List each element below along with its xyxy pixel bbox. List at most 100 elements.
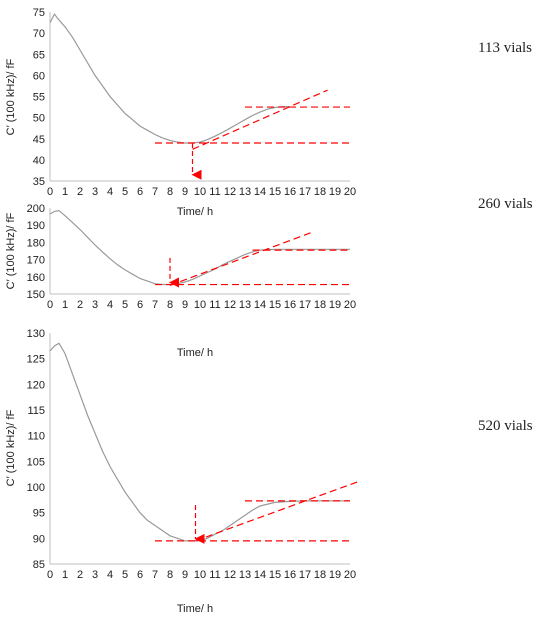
y-tick-label: 105 bbox=[27, 456, 45, 468]
panel-label: 260 vials bbox=[478, 196, 533, 212]
x-tick-label: 13 bbox=[239, 569, 251, 581]
x-tick-label: 5 bbox=[122, 299, 128, 311]
x-axis-label: Time/ h bbox=[177, 206, 213, 218]
y-tick-label: 75 bbox=[33, 7, 45, 19]
x-tick-label: 2 bbox=[77, 186, 83, 198]
x-tick-label: 0 bbox=[47, 569, 53, 581]
x-tick-label: 4 bbox=[107, 299, 113, 311]
y-tick-label: 90 bbox=[33, 533, 45, 545]
x-tick-label: 18 bbox=[314, 299, 326, 311]
x-axis-label: Time/ h bbox=[177, 603, 213, 615]
x-tick-label: 7 bbox=[152, 569, 158, 581]
x-tick-label: 10 bbox=[194, 299, 206, 311]
panel-label: 520 vials bbox=[478, 418, 533, 434]
y-tick-label: 95 bbox=[33, 508, 45, 520]
x-tick-label: 18 bbox=[314, 569, 326, 581]
data-series-line bbox=[49, 12, 290, 144]
y-tick-label: 100 bbox=[27, 482, 45, 494]
x-tick-label: 3 bbox=[92, 569, 98, 581]
x-tick-label: 15 bbox=[269, 186, 281, 198]
y-tick-label: 170 bbox=[27, 255, 45, 267]
x-tick-label: 1 bbox=[62, 569, 68, 581]
x-tick-label: 8 bbox=[167, 299, 173, 311]
x-tick-label: 20 bbox=[344, 299, 356, 311]
y-axis-label: C′ (100 kHz)/ fF bbox=[5, 58, 17, 135]
panel-label: 113 vials bbox=[478, 40, 532, 56]
tangent-line bbox=[192, 89, 328, 150]
tangent-line bbox=[195, 481, 358, 542]
y-tick-label: 150 bbox=[27, 289, 45, 301]
y-tick-label: 45 bbox=[33, 134, 45, 146]
x-tick-label: 1 bbox=[62, 186, 68, 198]
x-tick-label: 7 bbox=[152, 299, 158, 311]
y-axis-label: C′ (100 kHz)/ fF bbox=[5, 212, 17, 289]
y-axis-label: C′ (100 kHz)/ fF bbox=[5, 409, 17, 486]
tangent-line bbox=[169, 231, 313, 286]
y-tick-label: 120 bbox=[27, 379, 45, 391]
x-tick-label: 17 bbox=[299, 569, 311, 581]
x-tick-label: 14 bbox=[254, 299, 266, 311]
y-tick-label: 130 bbox=[27, 328, 45, 340]
x-tick-label: 6 bbox=[137, 299, 143, 311]
x-tick-label: 4 bbox=[107, 569, 113, 581]
x-tick-label: 6 bbox=[137, 186, 143, 198]
x-tick-label: 11 bbox=[209, 299, 220, 311]
x-tick-label: 12 bbox=[224, 186, 236, 198]
x-tick-label: 20 bbox=[344, 569, 356, 581]
x-tick-label: 18 bbox=[314, 186, 326, 198]
x-tick-label: 12 bbox=[224, 569, 236, 581]
y-tick-label: 200 bbox=[27, 203, 45, 215]
x-tick-label: 2 bbox=[77, 569, 83, 581]
x-tick-label: 14 bbox=[254, 186, 266, 198]
x-tick-label: 16 bbox=[284, 186, 296, 198]
y-tick-label: 190 bbox=[27, 220, 45, 232]
x-tick-label: 3 bbox=[92, 299, 98, 311]
x-tick-label: 16 bbox=[284, 569, 296, 581]
x-tick-label: 8 bbox=[167, 186, 173, 198]
y-tick-label: 160 bbox=[27, 272, 45, 284]
x-tick-label: 10 bbox=[194, 186, 206, 198]
y-tick-label: 55 bbox=[33, 92, 45, 104]
x-tick-label: 16 bbox=[284, 299, 296, 311]
x-tick-label: 4 bbox=[107, 186, 113, 198]
x-tick-label: 9 bbox=[182, 186, 188, 198]
x-tick-label: 0 bbox=[47, 299, 53, 311]
x-tick-label: 9 bbox=[182, 299, 188, 311]
y-tick-label: 85 bbox=[33, 559, 45, 571]
x-tick-label: 19 bbox=[329, 299, 341, 311]
x-tick-label: 7 bbox=[152, 186, 158, 198]
x-tick-label: 15 bbox=[269, 299, 281, 311]
y-tick-label: 180 bbox=[27, 237, 45, 249]
x-tick-label: 9 bbox=[182, 569, 188, 581]
x-tick-label: 5 bbox=[122, 186, 128, 198]
y-tick-label: 115 bbox=[27, 405, 45, 417]
y-tick-label: 50 bbox=[33, 113, 45, 125]
x-tick-label: 10 bbox=[194, 569, 206, 581]
x-tick-label: 19 bbox=[329, 186, 341, 198]
x-tick-label: 17 bbox=[299, 186, 311, 198]
x-tick-label: 17 bbox=[299, 299, 311, 311]
y-tick-label: 125 bbox=[27, 354, 45, 366]
x-tick-label: 11 bbox=[209, 569, 220, 581]
y-tick-label: 70 bbox=[33, 28, 45, 40]
x-tick-label: 20 bbox=[344, 186, 356, 198]
x-tick-label: 1 bbox=[62, 299, 68, 311]
x-tick-label: 13 bbox=[239, 299, 251, 311]
y-tick-label: 60 bbox=[33, 70, 45, 82]
x-tick-label: 14 bbox=[254, 569, 266, 581]
y-tick-label: 65 bbox=[33, 49, 45, 61]
x-tick-label: 11 bbox=[209, 186, 220, 198]
x-tick-label: 6 bbox=[137, 569, 143, 581]
data-series-line bbox=[49, 209, 350, 286]
x-tick-label: 19 bbox=[329, 569, 341, 581]
x-axis-label: Time/ h bbox=[177, 347, 213, 359]
x-tick-label: 15 bbox=[269, 569, 281, 581]
y-tick-label: 40 bbox=[33, 155, 45, 167]
data-series-line bbox=[49, 342, 350, 542]
y-tick-label: 35 bbox=[33, 176, 45, 188]
x-tick-label: 3 bbox=[92, 186, 98, 198]
